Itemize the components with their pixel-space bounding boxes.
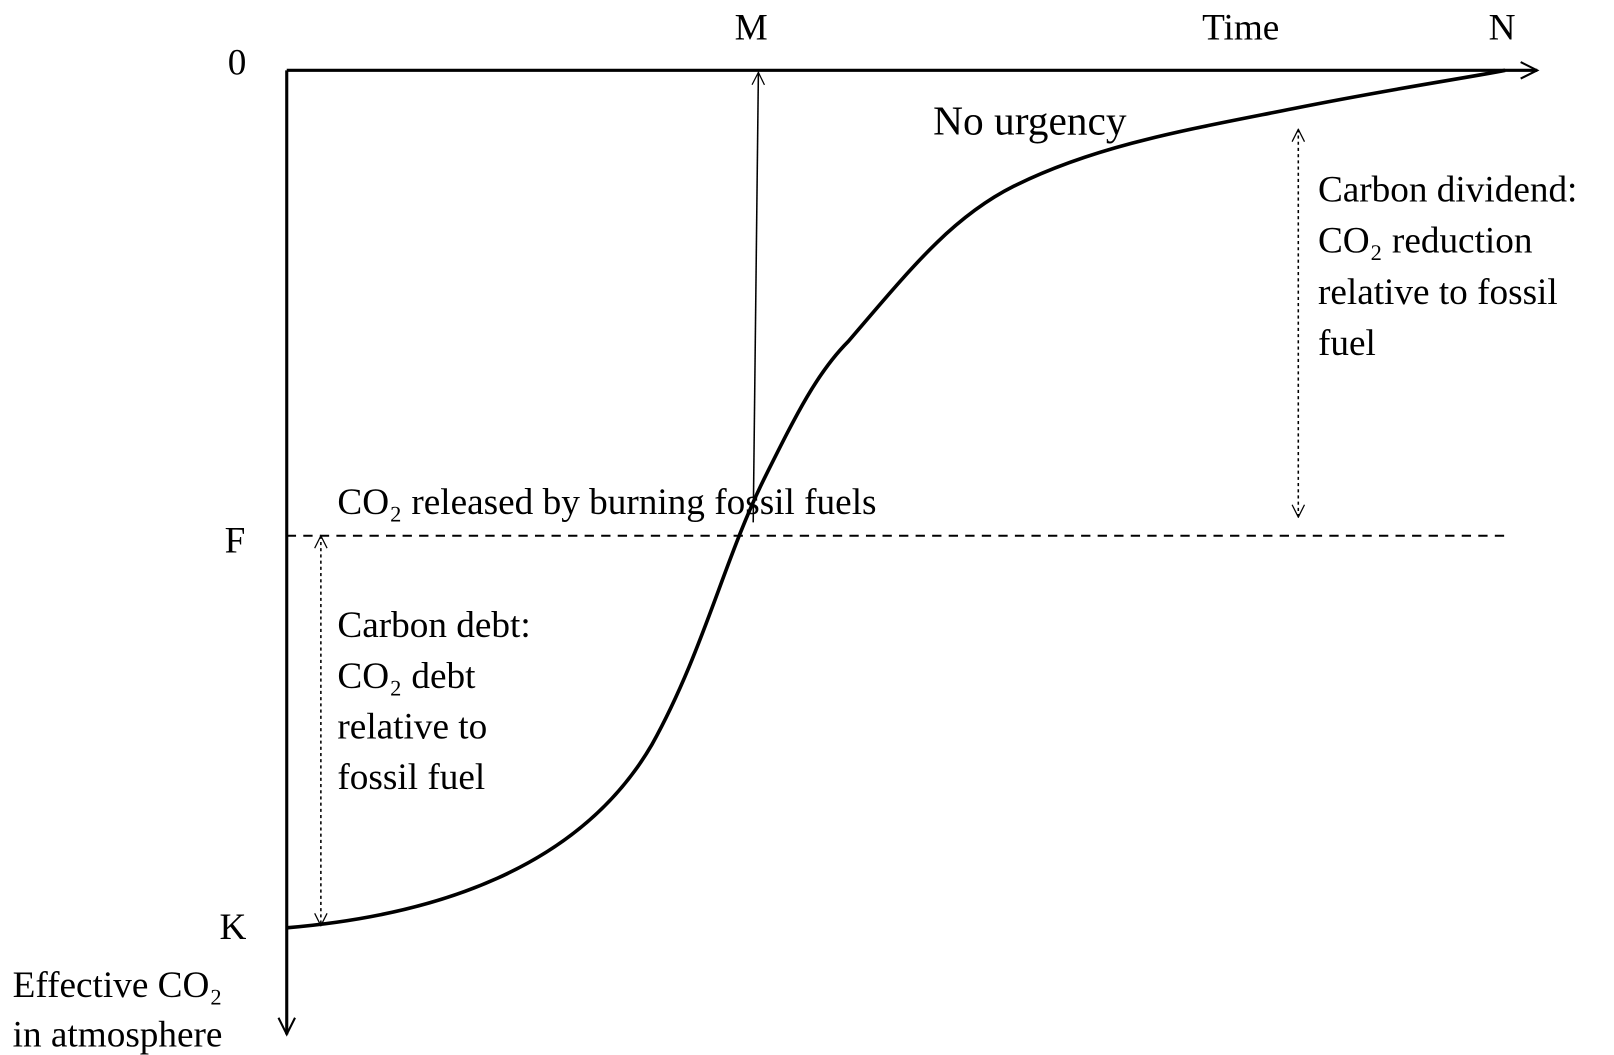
point-label: K bbox=[220, 907, 247, 948]
dividend-text: relative to fossil bbox=[1318, 272, 1558, 313]
x-axis-label: Time bbox=[1202, 7, 1279, 48]
debt-text: fossil fuel bbox=[337, 757, 485, 798]
debt-text: relative to bbox=[337, 707, 487, 748]
debt-text: Carbon debt: bbox=[337, 605, 530, 646]
curve bbox=[286, 68, 1506, 930]
y-axis-label: Effective CO₂ bbox=[13, 965, 223, 1006]
dividend-text: Carbon dividend: bbox=[1318, 170, 1577, 211]
y-axis-label: in atmosphere bbox=[13, 1015, 223, 1055]
point-label: M bbox=[735, 7, 768, 48]
origin-label: 0 bbox=[228, 42, 247, 83]
curve-label: No urgency bbox=[933, 97, 1127, 143]
debt-text: CO₂ debt bbox=[337, 656, 476, 697]
point-label: N bbox=[1489, 7, 1516, 48]
dividend-text: CO₂ reduction bbox=[1318, 220, 1533, 261]
baseline-label: CO₂ released by burning fossil fuels bbox=[337, 482, 876, 523]
dividend-text: fuel bbox=[1318, 323, 1376, 364]
point-label: F bbox=[225, 520, 246, 561]
m-arrow bbox=[753, 72, 758, 523]
